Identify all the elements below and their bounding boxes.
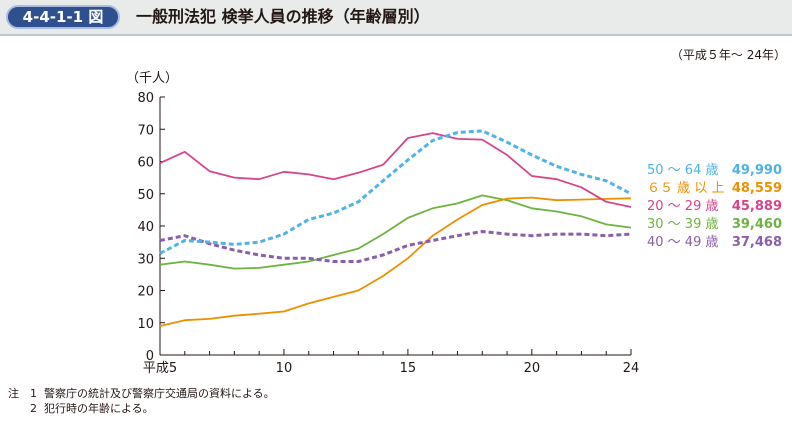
note-row: 2 犯行時の年齢による。 <box>8 401 275 416</box>
x-tick-label: 20 <box>524 361 541 376</box>
y-tick-label: 70 <box>137 123 154 138</box>
y-tick-label: 80 <box>137 91 154 106</box>
legend-value: 49,990 <box>732 163 782 178</box>
note-prefix: 注 <box>8 387 19 400</box>
note-number: 2 <box>30 402 37 415</box>
legend-label: 40 ～ 49 歳 <box>647 235 718 250</box>
note-number: 1 <box>30 387 37 400</box>
y-tick-label: 50 <box>137 188 154 203</box>
legend-value: 48,559 <box>732 181 782 196</box>
header-bar: 4-4-1-1 図 一般刑法犯 検挙人員の推移（年齢層別） <box>0 0 792 36</box>
figure-title: 一般刑法犯 検挙人員の推移（年齢層別） <box>136 7 430 26</box>
series-line <box>159 230 632 263</box>
series-line <box>159 129 632 255</box>
x-tick-label: 10 <box>276 361 293 376</box>
legend-label: 20 ～ 29 歳 <box>647 199 718 214</box>
note-text: 警察庁の統計及び警察庁交通局の資料による。 <box>44 387 275 400</box>
y-axis-unit-label: （千人） <box>126 71 178 86</box>
series-lines <box>159 129 632 327</box>
x-tick-label: 平成5 <box>143 361 177 376</box>
notes: 注 1 警察庁の統計及び警察庁交通局の資料による。 2 犯行時の年齢による。 <box>8 386 275 416</box>
y-tick-label: 10 <box>137 317 154 332</box>
legend-label: 30 ～ 39 歳 <box>647 217 718 232</box>
x-tick-label: 24 <box>623 361 640 376</box>
series-line <box>159 132 632 208</box>
y-tick-label: 60 <box>137 156 154 171</box>
legend-label: ６５ 歳 以 上 <box>647 181 724 196</box>
y-tick-label: 20 <box>137 285 154 300</box>
x-tick-label: 15 <box>400 361 417 376</box>
legend-label: 50 ～ 64 歳 <box>647 163 718 178</box>
x-axis-ticks: 平成5 10 15 20 24 <box>143 349 639 376</box>
legend-value: 37,468 <box>732 235 782 250</box>
legend-value: 39,460 <box>732 217 782 232</box>
series-line <box>159 194 632 270</box>
y-axis-ticks: 0 10 20 30 40 50 60 70 80 <box>137 91 165 364</box>
legend: 50 ～ 64 歳 49,990 ６５ 歳 以 上 48,559 20 ～ 29 歳 45… <box>647 163 782 250</box>
legend-value: 45,889 <box>732 199 782 214</box>
y-tick-label: 40 <box>137 220 154 235</box>
period-label: （平成５年～ 24年） <box>670 48 786 62</box>
series-line <box>159 196 632 327</box>
note-text: 犯行時の年齢による。 <box>44 402 154 415</box>
figure-number-badge: 4-4-1-1 図 <box>6 5 120 29</box>
y-tick-label: 0 <box>146 349 154 364</box>
note-row: 注 1 警察庁の統計及び警察庁交通局の資料による。 <box>8 386 275 401</box>
y-tick-label: 30 <box>137 252 154 267</box>
